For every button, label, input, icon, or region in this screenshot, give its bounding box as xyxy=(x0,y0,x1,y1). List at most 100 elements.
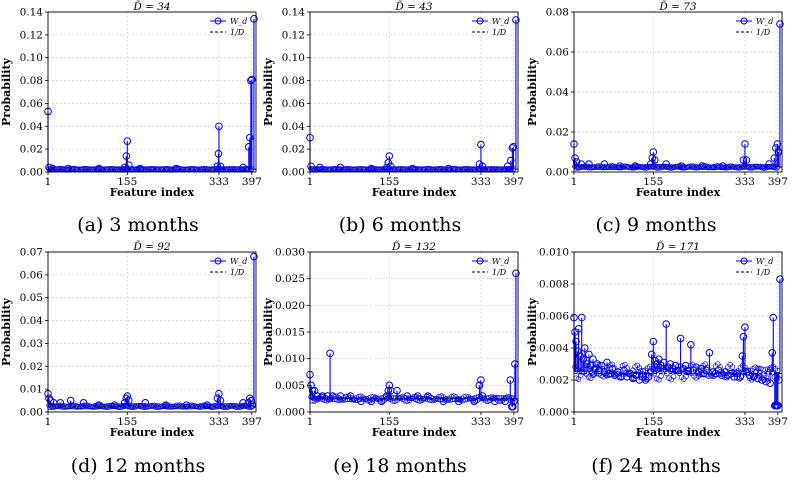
data-point xyxy=(203,401,211,409)
data-point xyxy=(79,399,88,407)
data-point xyxy=(503,162,512,171)
y-tick-label: 0.015 xyxy=(275,327,305,339)
x-tick-label: 155 xyxy=(117,416,137,428)
y-axis-label: Probability xyxy=(0,297,13,366)
x-tick-label: 397 xyxy=(242,416,262,428)
data-point xyxy=(326,349,334,358)
plot-frame xyxy=(47,251,257,413)
y-tick-label: 0.008 xyxy=(539,279,569,291)
y-tick-label: 0.08 xyxy=(282,75,305,87)
chart-panel-3: 0.00 0.02 0.04 0.06 0.08 1 155 333 397 Feature in… xyxy=(526,0,788,199)
y-tick-label: 0.000 xyxy=(539,407,569,419)
plot-frame xyxy=(309,251,519,413)
y-axis-label: Probability xyxy=(262,297,275,366)
legend-inv-label: 1/D xyxy=(492,28,507,37)
data-point xyxy=(45,394,53,403)
y-tick-label: 0.07 xyxy=(20,247,43,259)
legend: W_d 1/D xyxy=(210,17,247,37)
y-tick-label: 0.10 xyxy=(20,52,43,64)
y-tick-label: 0.06 xyxy=(20,98,44,110)
data-point xyxy=(45,163,53,172)
x-tick-label: 333 xyxy=(471,416,491,428)
data-point xyxy=(647,350,656,359)
data-point xyxy=(346,392,355,400)
data-point xyxy=(762,377,770,386)
x-axis-label: Feature index xyxy=(372,186,457,199)
data-point xyxy=(776,20,784,28)
stems xyxy=(47,18,255,170)
data-point xyxy=(508,144,517,152)
legend-wd-label: W_d xyxy=(230,17,247,26)
data-point xyxy=(749,373,758,381)
legend-wd-label: W_d xyxy=(492,17,509,26)
baseline-marker xyxy=(670,373,677,380)
data-point xyxy=(506,376,515,384)
legend-wd-label: W_d xyxy=(756,257,773,266)
data-point xyxy=(475,381,484,390)
x-tick-label: 333 xyxy=(471,176,491,188)
chart-panel-6: 0.000 0.002 0.004 0.006 0.008 0.010 1 155 333 397… xyxy=(526,240,788,439)
data-point xyxy=(215,389,223,398)
y-axis-label: Probability xyxy=(526,57,539,126)
x-axis-label: Feature index xyxy=(636,186,721,199)
baseline-marker xyxy=(641,376,647,382)
data-point xyxy=(125,161,133,169)
data-point xyxy=(583,360,591,368)
legend: W_d 1/D xyxy=(736,257,773,277)
data-point xyxy=(367,397,376,406)
x-tick-label: 333 xyxy=(735,176,755,188)
legend-wd-marker xyxy=(214,257,222,265)
y-tick-label: 0.02 xyxy=(20,144,43,156)
x-tick-label: 333 xyxy=(735,416,755,428)
data-point xyxy=(162,401,170,409)
legend-wd-marker xyxy=(740,17,748,25)
x-tick-label: 397 xyxy=(242,176,262,188)
x-axis-label: Feature index xyxy=(636,426,721,439)
data-point xyxy=(248,75,256,84)
legend-wd-marker xyxy=(740,257,748,265)
legend-inv-label: 1/D xyxy=(492,268,507,277)
x-tick-label: 1 xyxy=(571,416,578,428)
data-point xyxy=(385,152,394,160)
data-point xyxy=(581,344,589,352)
baseline-marker xyxy=(683,373,689,380)
data-point xyxy=(589,355,597,363)
data-point xyxy=(774,401,782,410)
data-point xyxy=(336,392,345,400)
data-point xyxy=(765,160,773,168)
plot-frame xyxy=(573,11,783,173)
data-point xyxy=(603,358,611,367)
data-point xyxy=(387,162,395,171)
data-point xyxy=(577,313,586,322)
data-point xyxy=(246,394,254,403)
data-point xyxy=(512,269,520,278)
data-point xyxy=(250,252,258,261)
data-point xyxy=(705,349,714,357)
legend-inv-label: 1/D xyxy=(756,28,771,37)
data-point xyxy=(477,140,485,149)
legend-wd-label: W_d xyxy=(230,257,247,266)
data-point xyxy=(123,392,132,400)
y-tick-label: 0.06 xyxy=(282,98,306,110)
data-point xyxy=(738,352,747,360)
chart-title: D̃ = 92 xyxy=(132,240,171,253)
baseline-marker xyxy=(658,373,664,379)
chart-title: D̃ = 132 xyxy=(391,240,436,253)
x-tick-label: 155 xyxy=(379,416,399,428)
data-point xyxy=(246,133,254,142)
y-tick-label: 0.02 xyxy=(282,144,305,156)
x-tick-label: 1 xyxy=(307,416,314,428)
data-point xyxy=(328,392,337,400)
chart-title: D̃ = 73 xyxy=(658,0,697,13)
data-point xyxy=(247,76,255,85)
data-point xyxy=(662,160,670,168)
stems xyxy=(573,24,781,167)
y-tick-label: 0.00 xyxy=(20,167,43,179)
data-point xyxy=(110,401,119,409)
data-point xyxy=(216,162,225,171)
data-point xyxy=(644,373,653,381)
data-point xyxy=(574,325,583,333)
panel-caption: (e) 18 months xyxy=(333,455,467,477)
baseline-marker xyxy=(577,372,584,379)
y-tick-label: 0.00 xyxy=(282,167,305,179)
